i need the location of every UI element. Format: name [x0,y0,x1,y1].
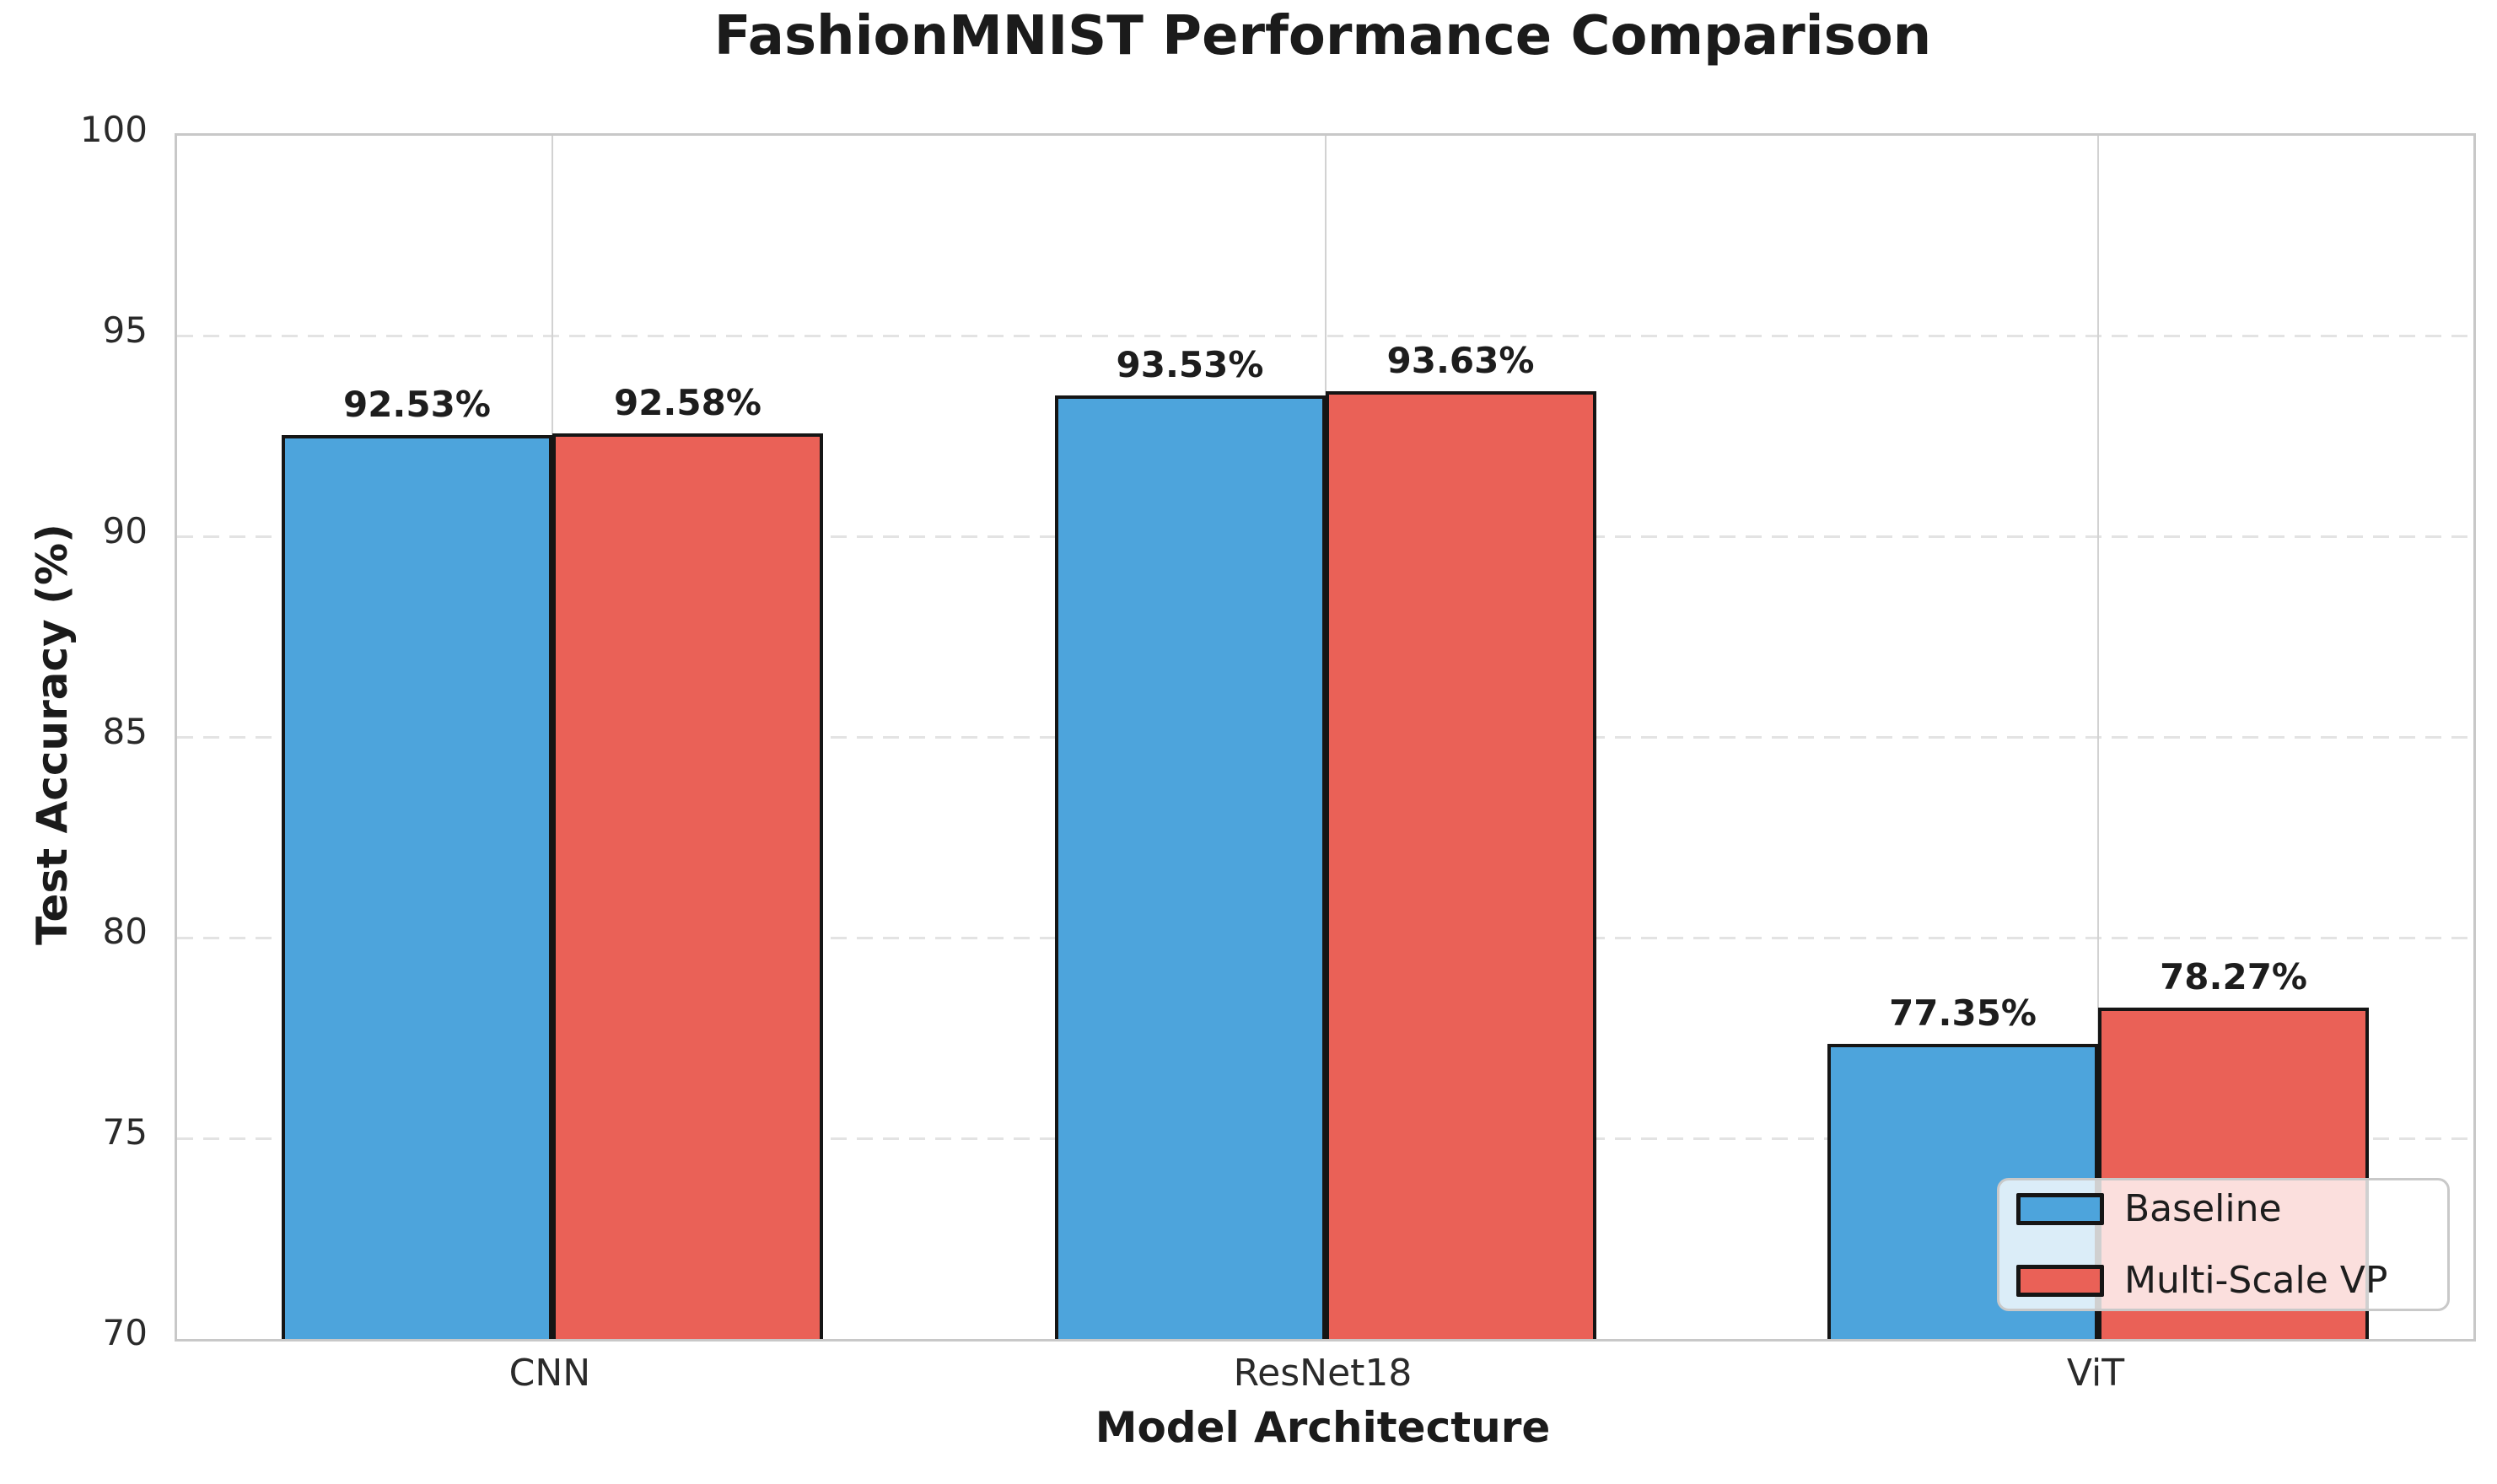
y-tick-label: 95 [102,309,148,351]
x-tick-label-vit: ViT [2066,1352,2125,1395]
x-axis-label: Model Architecture [1095,1403,1551,1452]
legend-row: Multi-Scale VP [2016,1259,2432,1302]
legend-label: Baseline [2124,1187,2282,1230]
y-tick-label: 75 [102,1111,148,1153]
legend-swatch-multi-scale-vp [2016,1264,2104,1297]
chart-title: FashionMNIST Performance Comparison [713,5,1932,67]
y-tick-label: 90 [102,509,148,551]
bar-value-label: 78.27% [2160,955,2308,997]
bar-baseline-cnn [281,435,552,1339]
bar-value-label: 93.63% [1386,340,1535,381]
x-tick-label-cnn: CNN [509,1352,591,1395]
legend: Baseline Multi-Scale VP [1997,1178,2450,1311]
bar-value-label: 93.53% [1116,343,1264,385]
bar-multi-scale-vp-resnet18 [1325,391,1596,1339]
bar-value-label: 92.58% [613,381,761,423]
bar-multi-scale-vp-cnn [552,433,823,1339]
y-tick-label: 85 [102,710,148,752]
legend-row: Baseline [2016,1187,2432,1230]
bar-value-label: 77.35% [1889,992,2037,1035]
y-tick-label: 80 [102,911,148,953]
bar-baseline-resnet18 [1054,395,1326,1339]
bar-value-label: 92.53% [342,384,491,426]
x-tick-label-resnet18: ResNet18 [1233,1352,1413,1395]
plot-area: 92.53% 93.53% 77.35% 92.58% 93.63% 78.27% [175,133,2476,1342]
y-tick-label: 70 [102,1312,148,1353]
y-tick-label: 100 [79,109,148,150]
v-gridline [2097,136,2100,1339]
legend-swatch-baseline [2016,1192,2104,1225]
legend-label: Multi-Scale VP [2124,1259,2388,1302]
